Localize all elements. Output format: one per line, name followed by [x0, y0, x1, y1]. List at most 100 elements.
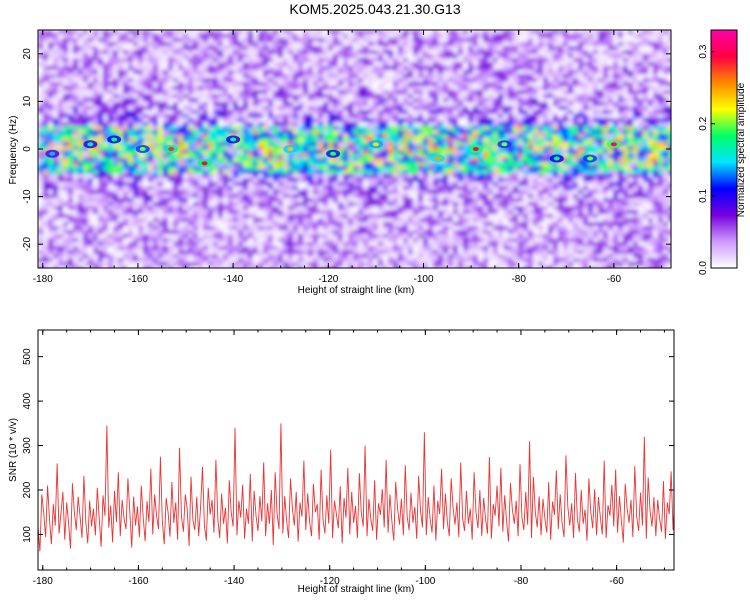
heatmap-cell — [623, 86, 629, 91]
heatmap-cell — [408, 130, 414, 135]
heatmap-cell — [553, 38, 559, 43]
heatmap-cell — [88, 118, 94, 123]
heatmap-cell — [198, 154, 204, 159]
heatmap-cell — [133, 38, 139, 43]
heatmap-cell — [528, 106, 534, 111]
heatmap-cell — [73, 50, 79, 55]
heatmap-cell — [508, 78, 514, 83]
heatmap-cell — [233, 98, 239, 103]
heatmap-cell — [663, 82, 669, 87]
heatmap-cell — [378, 158, 384, 163]
heatmap-cell — [73, 150, 79, 155]
heatmap-cell — [553, 146, 559, 151]
heatmap-cell — [478, 34, 484, 39]
heatmap-cell — [368, 78, 374, 83]
heatmap-cell — [618, 182, 624, 187]
heatmap-cell — [138, 162, 144, 167]
heatmap-cell — [73, 174, 79, 179]
heatmap-cell — [253, 30, 259, 35]
heatmap-cell — [443, 94, 449, 99]
heatmap-cell — [613, 158, 619, 163]
heatmap-cell — [648, 50, 654, 55]
heatmap-cell — [348, 98, 354, 103]
heatmap-cell — [573, 106, 579, 111]
heatmap-cell — [153, 38, 159, 43]
heatmap-cell — [168, 162, 174, 167]
heatmap-cell — [618, 90, 624, 95]
heatmap-cell — [78, 150, 84, 155]
heatmap-cell — [498, 110, 504, 115]
heatmap-cell — [498, 98, 504, 103]
heatmap-cell — [618, 110, 624, 115]
heatmap-cell — [458, 86, 464, 91]
heatmap-cell — [208, 114, 214, 119]
heatmap-cell — [58, 130, 64, 135]
heatmap-cell — [358, 102, 364, 107]
heatmap-cell — [433, 46, 439, 51]
heatmap-cell — [173, 118, 179, 123]
heatmap-cell — [398, 98, 404, 103]
heatmap-cell — [603, 126, 609, 131]
heatmap-cell — [518, 106, 524, 111]
heatmap-cell — [553, 30, 559, 35]
heatmap-cell — [253, 178, 259, 183]
heatmap-cell — [128, 186, 134, 191]
heatmap-cell — [288, 34, 294, 39]
heatmap-cell — [293, 82, 299, 87]
heatmap-cell — [603, 110, 609, 115]
heatmap-cell — [483, 146, 489, 151]
heatmap-cell — [418, 70, 424, 75]
heatmap-cell — [548, 130, 554, 135]
heatmap-cell — [448, 166, 454, 171]
heatmap-cell — [193, 126, 199, 131]
heatmap-cell — [333, 182, 339, 187]
heatmap-cell — [108, 42, 114, 47]
heatmap-cell — [558, 70, 564, 75]
heatmap-cell — [448, 170, 454, 175]
heatmap-cell — [378, 66, 384, 71]
heatmap-cell — [313, 142, 319, 147]
heatmap-cell — [638, 170, 644, 175]
heatmap-cell — [408, 34, 414, 39]
heatmap-cell — [178, 142, 184, 147]
heatmap-cell — [93, 74, 99, 79]
heatmap-cell — [93, 78, 99, 83]
heatmap-cell — [573, 126, 579, 131]
heatmap-cell — [148, 138, 154, 143]
heatmap-cell — [623, 154, 629, 159]
heatmap-cell — [388, 126, 394, 131]
heatmap-cell — [593, 142, 599, 147]
heatmap-cell — [238, 98, 244, 103]
heatmap-cell — [513, 150, 519, 155]
heatmap-cell — [563, 138, 569, 143]
heatmap-cell — [88, 34, 94, 39]
heatmap-cell — [438, 54, 444, 59]
heatmap-cell — [458, 166, 464, 171]
heatmap-cell — [38, 38, 44, 43]
heatmap-cell — [143, 74, 149, 79]
heatmap-cell — [318, 126, 324, 131]
heatmap-cell — [458, 62, 464, 67]
heatmap-cell — [248, 182, 254, 187]
heatmap-cell — [298, 162, 304, 167]
heatmap-cell — [543, 162, 549, 167]
heatmap-cell — [303, 50, 309, 55]
heatmap-cell — [503, 86, 509, 91]
heatmap-cell — [363, 158, 369, 163]
heatmap-cell — [133, 70, 139, 75]
heatmap-cell — [128, 130, 134, 135]
heatmap-cell — [618, 154, 624, 159]
heatmap-cell — [238, 74, 244, 79]
heatmap-cell — [493, 126, 499, 131]
heatmap-cell — [88, 102, 94, 107]
heatmap-cell — [68, 50, 74, 55]
heatmap-cell — [333, 46, 339, 51]
heatmap-cell — [168, 142, 174, 147]
heatmap-cell — [68, 54, 74, 59]
heatmap-cell — [523, 90, 529, 95]
heatmap-cell — [668, 166, 671, 171]
heatmap-cell — [668, 82, 671, 87]
heatmap-cell — [643, 74, 649, 79]
heatmap-cell — [503, 98, 509, 103]
heatmap-cell — [523, 54, 529, 59]
